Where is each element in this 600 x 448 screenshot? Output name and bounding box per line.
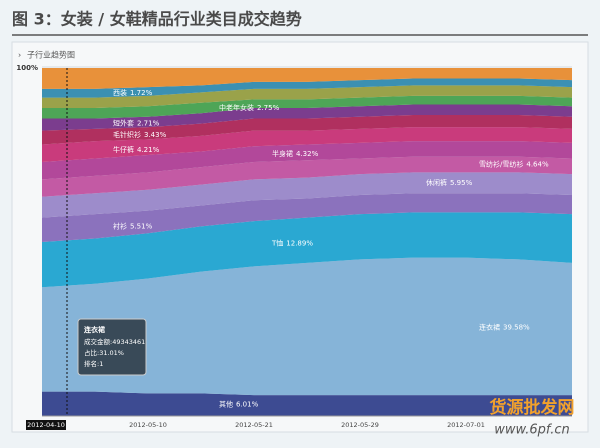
watermark: 货源批发网: [490, 397, 575, 418]
tooltip-title: 连衣裙: [84, 325, 105, 334]
series-name: 衬衫: [113, 221, 127, 230]
series-share: 2.71%: [137, 120, 160, 128]
area: [42, 212, 572, 288]
series-share: 1.72%: [130, 89, 153, 97]
x-tick-label: 2012-04-10: [27, 421, 65, 429]
series-label: 半身裙 4.32%: [272, 149, 319, 158]
panel-icon: ›: [18, 51, 21, 60]
series-share: 2.75%: [257, 104, 280, 112]
series-label: 连衣裙 39.58%: [479, 322, 530, 331]
x-tick-label: 2012-05-10: [129, 421, 167, 429]
y-tick-label: 100%: [16, 64, 38, 72]
series-label: 西装 1.72%: [113, 88, 153, 97]
series-name: 短外套: [113, 119, 134, 128]
area: [42, 95, 572, 119]
series-share: 6.01%: [236, 401, 259, 409]
series-share: 3.43%: [144, 131, 167, 139]
labels: 其他 6.01% 连衣裙 39.58% T恤 12.89% 衬衫 5.51% 休闲裤 5.95% 雪…: [113, 88, 549, 408]
x-tick-label: 2012-07-01: [447, 421, 485, 429]
area: [42, 391, 572, 416]
areas: [42, 68, 572, 416]
series-name: 雪纺衫/雪纺衫: [479, 160, 523, 169]
area: [42, 85, 572, 109]
area: [42, 156, 572, 197]
area: [42, 68, 572, 89]
series-name: 半身裙: [272, 149, 293, 158]
panel-title: 子行业趋势图: [27, 50, 75, 60]
area: [42, 141, 572, 180]
series-name: 牛仔裤: [113, 145, 134, 154]
series-name: 其他: [219, 400, 233, 409]
series-label: 雪纺衫/雪纺衫 4.64%: [479, 160, 549, 169]
area: [42, 127, 572, 162]
tooltip-line: 占比:31.01%: [84, 348, 124, 357]
series-label: 中老年女装 2.75%: [219, 103, 280, 112]
axis: 100% 2012-04-10 2012-05-10 2012-05-21 2012-0…: [16, 64, 572, 430]
series-label: T恤 12.89%: [271, 239, 313, 248]
series-name: 西装: [113, 88, 127, 97]
series-label: 衬衫 5.51%: [113, 221, 153, 230]
series-name: 毛针织衫: [113, 130, 141, 139]
series-label: 其他 6.01%: [219, 400, 259, 409]
tooltip-line: 成交金额:49343461: [84, 337, 145, 346]
area: [42, 104, 572, 131]
watermark-url: www.6pf.cn: [494, 423, 570, 438]
x-tick-highlight: [26, 420, 66, 430]
x-tick-label: 2012-05-21: [235, 421, 273, 429]
x-tick-label: 2012-05-29: [341, 421, 379, 429]
series-label: 牛仔裤 4.21%: [113, 145, 160, 154]
series-name: T恤: [271, 239, 283, 248]
series-name: 连衣裙: [479, 322, 500, 331]
series-label: 短外套 2.71%: [113, 119, 160, 128]
series-name: 中老年女装: [219, 103, 254, 112]
area: [42, 172, 572, 218]
area: [42, 78, 572, 98]
tooltip-box: [77, 318, 147, 376]
tooltip-line: 排名:1: [84, 359, 103, 368]
series-share: 5.95%: [450, 179, 473, 187]
series-label: 毛针织衫 3.43%: [113, 130, 167, 139]
area: [42, 114, 572, 145]
series-share: 5.51%: [130, 222, 153, 230]
series-share: 4.32%: [296, 150, 319, 158]
series-share: 4.64%: [526, 161, 549, 169]
series-share: 39.58%: [503, 323, 530, 331]
series-share: 12.89%: [286, 240, 313, 248]
series-name: 休闲裤: [426, 178, 447, 187]
chart-title: 图 3：女装 / 女鞋精品行业类目成交趋势: [12, 10, 302, 29]
area: [42, 257, 572, 396]
series-label: 休闲裤 5.95%: [426, 178, 473, 187]
series-share: 4.21%: [137, 146, 160, 154]
area: [42, 193, 572, 242]
